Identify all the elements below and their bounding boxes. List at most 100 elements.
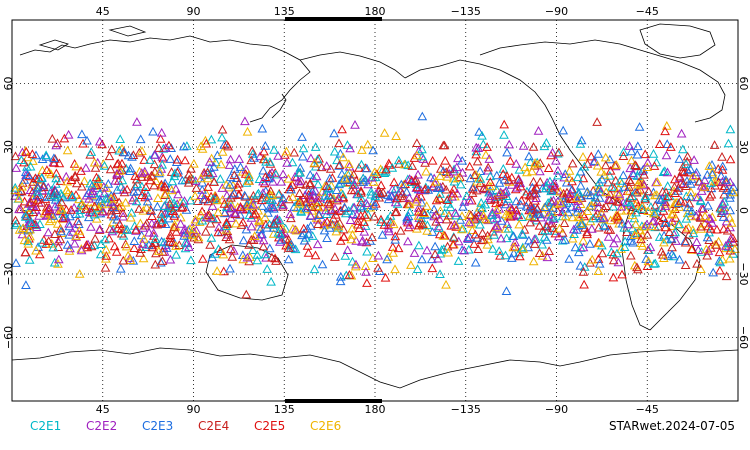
observation-marker xyxy=(505,211,516,221)
observation-marker xyxy=(485,186,496,195)
observation-marker xyxy=(260,249,271,259)
observation-marker xyxy=(413,206,424,216)
observation-marker xyxy=(332,155,342,165)
observation-marker xyxy=(249,231,260,240)
observation-marker xyxy=(49,190,60,199)
observation-marker xyxy=(674,254,685,264)
observation-marker xyxy=(499,130,509,139)
observation-marker xyxy=(193,232,204,242)
observation-marker xyxy=(61,185,72,195)
observation-marker xyxy=(329,146,340,156)
observation-marker xyxy=(451,162,462,172)
observation-marker xyxy=(575,180,586,190)
observation-marker xyxy=(197,177,208,187)
observation-marker xyxy=(621,197,632,207)
lon-tick-bottom-2: 135 xyxy=(274,403,295,416)
observation-marker xyxy=(646,221,657,231)
observation-marker xyxy=(682,151,693,161)
observation-marker xyxy=(479,183,489,192)
observation-marker xyxy=(596,208,607,217)
observation-marker xyxy=(217,124,228,134)
observation-marker xyxy=(610,175,621,185)
observation-marker xyxy=(696,203,707,213)
observation-marker xyxy=(122,225,133,234)
observation-marker xyxy=(578,242,589,252)
observation-marker xyxy=(135,247,146,257)
observation-marker xyxy=(370,191,381,201)
observation-marker xyxy=(160,207,171,217)
observation-marker xyxy=(525,211,535,220)
observation-marker xyxy=(10,215,21,225)
observation-marker xyxy=(56,226,66,236)
observation-marker xyxy=(435,205,446,215)
observation-marker xyxy=(618,151,629,160)
observation-marker xyxy=(322,233,332,242)
observation-marker xyxy=(604,170,615,180)
observation-marker xyxy=(89,209,100,219)
observation-marker xyxy=(288,243,299,252)
observation-marker xyxy=(198,194,209,204)
observation-marker xyxy=(487,207,498,217)
observation-marker xyxy=(501,233,512,243)
observation-marker xyxy=(24,224,35,234)
observation-marker xyxy=(615,175,626,185)
observation-marker xyxy=(297,132,307,141)
observation-marker xyxy=(546,150,556,160)
observation-marker xyxy=(347,229,358,239)
observation-marker xyxy=(134,166,145,176)
observation-marker xyxy=(534,248,545,257)
observation-marker xyxy=(691,211,702,220)
observation-marker xyxy=(272,214,283,223)
observation-marker xyxy=(455,214,466,224)
observation-marker xyxy=(250,208,261,218)
observation-marker xyxy=(717,161,728,171)
observation-marker xyxy=(650,222,660,232)
observation-marker xyxy=(539,141,550,151)
observation-marker xyxy=(72,216,83,226)
observation-marker xyxy=(53,236,64,246)
observation-marker xyxy=(559,218,570,227)
observation-marker xyxy=(539,202,550,212)
observation-marker xyxy=(331,185,342,194)
observation-marker xyxy=(485,177,496,186)
observation-marker xyxy=(658,253,669,262)
observation-marker xyxy=(371,198,381,208)
observation-marker xyxy=(586,200,597,210)
observation-marker xyxy=(693,245,704,254)
observation-marker xyxy=(305,221,316,230)
observation-marker xyxy=(725,189,736,199)
observation-marker xyxy=(689,155,699,164)
coast-greenland xyxy=(639,23,716,59)
observation-marker xyxy=(488,214,498,224)
observation-marker xyxy=(512,182,522,192)
observation-marker xyxy=(101,183,112,192)
observation-marker xyxy=(172,167,183,177)
observation-marker xyxy=(525,157,536,166)
observation-marker xyxy=(244,239,254,249)
observation-marker xyxy=(221,219,232,228)
observation-marker xyxy=(718,183,729,192)
observation-marker xyxy=(469,170,480,179)
observation-marker xyxy=(145,175,156,185)
observation-marker xyxy=(587,254,598,264)
observation-marker xyxy=(582,186,593,196)
observation-marker xyxy=(177,175,188,185)
observation-marker xyxy=(542,252,553,262)
observation-marker xyxy=(49,229,60,238)
observation-marker xyxy=(611,233,622,243)
observation-marker xyxy=(165,254,176,264)
observation-marker xyxy=(455,172,465,182)
observation-marker xyxy=(409,248,420,257)
observation-marker xyxy=(704,161,715,170)
observation-marker xyxy=(255,151,265,161)
observation-marker xyxy=(314,210,325,219)
observation-marker xyxy=(175,218,186,228)
observation-marker xyxy=(282,157,292,167)
observation-marker xyxy=(643,206,653,215)
observation-marker xyxy=(240,169,251,178)
observation-marker xyxy=(283,254,294,264)
observation-marker xyxy=(312,154,323,164)
dataset-label: STARwet.2024-07-05 xyxy=(609,419,735,433)
observation-marker xyxy=(145,155,155,164)
observation-marker xyxy=(585,216,596,226)
